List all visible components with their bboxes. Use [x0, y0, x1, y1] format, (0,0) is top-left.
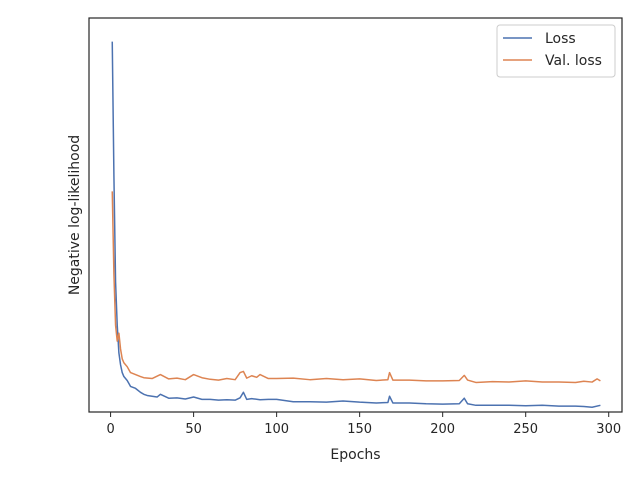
series-line-val-loss	[111, 191, 601, 384]
x-tick-label: 250	[513, 422, 538, 437]
x-axis-ticks: 0 50 100 150 200 250 300	[106, 412, 621, 437]
x-tick-label: 300	[596, 422, 621, 437]
legend-label-loss: Loss	[545, 31, 576, 47]
y-axis-label: Negative log-likelihood	[67, 135, 83, 295]
x-tick-label: 100	[264, 422, 289, 437]
plot-area	[111, 41, 601, 409]
series-lines	[111, 41, 601, 409]
x-axis-label: Epochs	[330, 447, 380, 463]
x-tick-label: 200	[430, 422, 455, 437]
x-tick-label: 150	[347, 422, 372, 437]
axes-frame	[88, 17, 623, 413]
legend: Loss Val. loss	[496, 24, 616, 78]
x-tick-label: 50	[185, 422, 202, 437]
x-tick-label: 0	[106, 422, 114, 437]
series-line-loss	[111, 41, 601, 409]
legend-label-val-loss: Val. loss	[545, 53, 602, 69]
